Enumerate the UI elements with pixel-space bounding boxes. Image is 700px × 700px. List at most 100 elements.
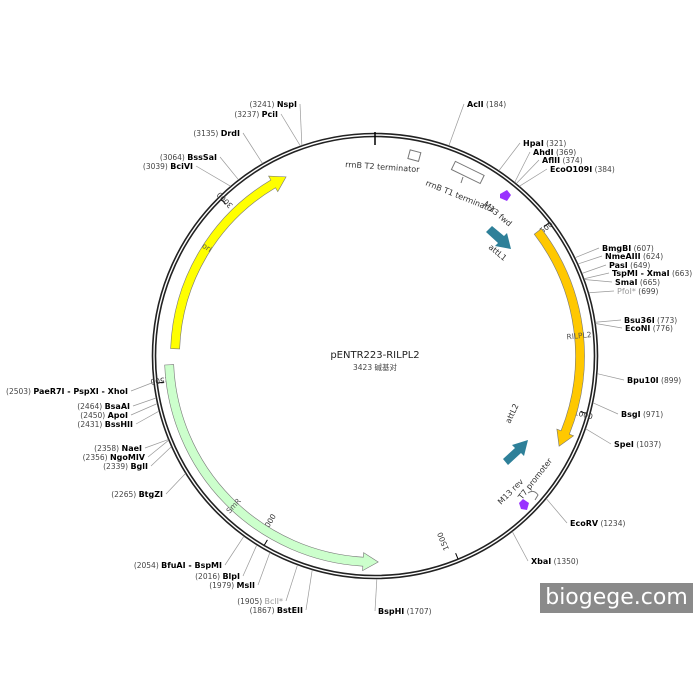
t7-promoter[interactable] <box>527 490 539 501</box>
restriction-site[interactable]: Bsu36I (773) <box>624 316 677 325</box>
restriction-site[interactable]: SmaI (665) <box>615 278 660 287</box>
restriction-site[interactable]: (1979) MslI <box>209 581 255 590</box>
tick-mark <box>580 411 587 414</box>
plasmid-name: pENTR223-RILPL2 <box>330 350 420 361</box>
site-leader <box>575 247 600 259</box>
restriction-site[interactable]: (3135) DrdI <box>193 129 240 138</box>
restriction-site[interactable]: (3237) PciI <box>234 110 278 119</box>
site-leader <box>224 536 245 566</box>
m13-fwd-primer[interactable] <box>500 190 511 201</box>
site-leader <box>514 151 531 183</box>
site-leader <box>448 103 465 146</box>
site-leader <box>242 132 263 164</box>
site-leader <box>516 159 540 184</box>
restriction-site[interactable]: (2431) BssHII <box>77 420 133 429</box>
site-leader <box>588 290 615 294</box>
site-leader <box>305 569 313 611</box>
plasmid-size: 3423 碱基对 <box>353 363 397 372</box>
site-leader <box>546 498 568 524</box>
restriction-site[interactable]: (2503) PaeR7I - PspXI - XhoI <box>6 387 128 396</box>
restriction-site[interactable]: (2054) BfuAI - BspMI <box>134 561 222 570</box>
restriction-site[interactable]: SpeI (1037) <box>614 440 661 449</box>
site-leader <box>512 531 529 562</box>
site-leader <box>285 564 298 602</box>
rrnb-t1-terminator[interactable] <box>450 160 485 185</box>
restriction-site[interactable]: (1905) BclI* <box>237 597 283 606</box>
restriction-site[interactable]: AhdI (369) <box>533 148 576 157</box>
site-leader <box>144 439 169 449</box>
feature-rilpl2[interactable] <box>533 228 585 447</box>
feature-smr[interactable] <box>164 364 379 572</box>
site-leader <box>242 544 258 577</box>
site-leader <box>595 323 623 329</box>
tick-mark <box>543 222 550 227</box>
site-leader <box>584 279 613 283</box>
tick-label: 2500 <box>150 375 170 386</box>
restriction-site[interactable]: (2339) BglI <box>103 462 148 471</box>
restriction-site[interactable]: EcoNI (776) <box>625 324 673 333</box>
restriction-site[interactable]: (2265) BtgZI <box>111 490 163 499</box>
restriction-site[interactable]: (2450) ApoI <box>80 411 128 420</box>
site-leader <box>578 255 603 265</box>
tick-mark <box>263 539 268 546</box>
site-leader <box>165 473 186 495</box>
restriction-site[interactable]: EcoRV (1234) <box>570 519 625 528</box>
site-leader <box>498 142 521 171</box>
m13-rev-primer[interactable] <box>519 499 529 510</box>
feature-label: RILPL2 <box>566 330 592 341</box>
site-leader <box>584 272 610 280</box>
restriction-site[interactable]: (2356) NgoMIV <box>83 453 146 462</box>
restriction-site[interactable]: (3039) BciVI <box>143 162 193 171</box>
restriction-site[interactable]: AflII (374) <box>542 156 583 165</box>
attl2[interactable] <box>503 440 528 465</box>
feature-label: attL2 <box>504 402 521 425</box>
site-leader <box>195 165 231 187</box>
site-leader <box>597 373 625 381</box>
site-leader <box>592 402 619 415</box>
feature-ori[interactable] <box>170 175 287 350</box>
restriction-site[interactable]: (2016) BlpI <box>195 572 240 581</box>
feature-label: M13 fwd <box>482 200 514 229</box>
tick-mark <box>221 199 227 205</box>
site-leader <box>130 403 158 416</box>
rrnb-t2-terminator[interactable] <box>407 149 422 162</box>
restriction-site[interactable]: PasI (649) <box>609 261 650 270</box>
tick-label: 1500 <box>435 531 451 552</box>
site-leader <box>585 428 612 445</box>
restriction-site[interactable]: (1867) BstEII <box>250 606 303 615</box>
restriction-site[interactable]: (2464) BsaAI <box>77 402 130 411</box>
restriction-site[interactable]: (3241) NspI <box>250 100 298 109</box>
site-leader <box>582 264 607 274</box>
attl1[interactable] <box>486 226 511 249</box>
site-leader <box>280 113 301 147</box>
restriction-site[interactable]: NmeAIII (624) <box>605 252 663 261</box>
site-leader <box>130 381 154 392</box>
restriction-site[interactable]: XbaI (1350) <box>531 557 579 566</box>
restriction-site[interactable]: BsgI (971) <box>621 410 663 419</box>
restriction-site[interactable]: BmgBI (607) <box>602 244 654 253</box>
site-leader <box>147 440 169 458</box>
tick-mark <box>455 552 459 559</box>
watermark: biogege.com <box>540 583 693 613</box>
restriction-site[interactable]: PfoI* (699) <box>617 287 659 296</box>
site-leader <box>374 578 378 612</box>
site-leader <box>257 552 271 586</box>
site-leader <box>219 156 239 180</box>
restriction-site[interactable]: EcoO109I (384) <box>550 165 615 174</box>
site-leader <box>132 397 157 407</box>
restriction-site[interactable]: TspMI - XmaI (663) <box>612 269 692 278</box>
site-leader <box>595 319 622 323</box>
feature-label: ori <box>200 241 213 254</box>
restriction-site[interactable]: HpaI (321) <box>523 139 566 148</box>
restriction-site[interactable]: (2358) NaeI <box>94 444 142 453</box>
restriction-site[interactable]: BspHI (1707) <box>378 607 432 616</box>
site-leader <box>299 103 303 146</box>
restriction-site[interactable]: (3064) BssSaI <box>160 153 217 162</box>
restriction-site[interactable]: AclI (184) <box>467 100 506 109</box>
restriction-site[interactable]: Bpu10I (899) <box>627 376 681 385</box>
site-leader <box>150 446 172 467</box>
tick-mark <box>157 381 164 384</box>
feature-label: rrnB T2 terminator <box>345 160 421 174</box>
